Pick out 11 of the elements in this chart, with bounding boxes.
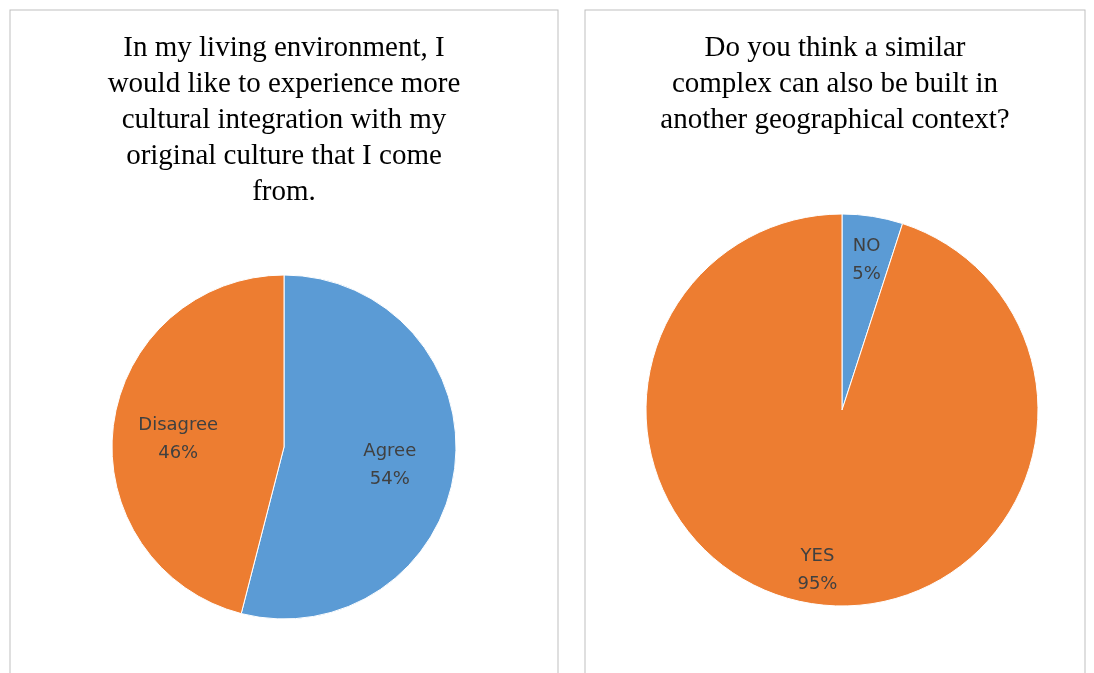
pie-slice xyxy=(645,213,1039,607)
chart-title: In my living environment, I would like to experience more cultural integration with my original culture that I come from. xyxy=(107,30,461,206)
slice-label: Agree xyxy=(363,439,417,461)
slice-label: Disagree xyxy=(138,412,219,434)
chart-title: Do you think a similar complex can also be built in another geographical context? xyxy=(660,30,1010,134)
slice-label: YES xyxy=(799,543,835,565)
data-label: 5% xyxy=(852,262,881,284)
data-label: 54% xyxy=(369,467,410,489)
data-label: 46% xyxy=(158,440,199,462)
slice-label: NO xyxy=(852,234,881,256)
data-label: 95% xyxy=(797,571,838,593)
